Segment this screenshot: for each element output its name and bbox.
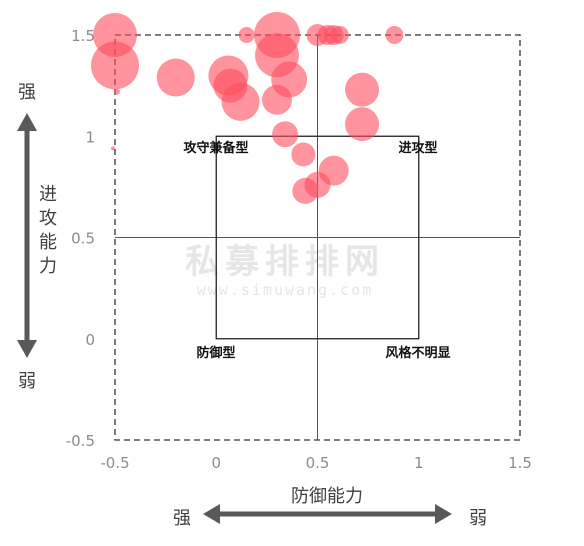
x-tick-label: 0.5 xyxy=(306,454,330,472)
bubble xyxy=(272,121,299,148)
y-tick-label: 1.5 xyxy=(71,27,95,45)
bubble xyxy=(291,142,316,167)
y-axis-title-char: 攻 xyxy=(39,208,57,229)
quadrant-labels: 攻守兼备型 进攻型 防御型 风格不明显 xyxy=(183,140,450,361)
quadrant-label-balanced: 攻守兼备型 xyxy=(183,140,248,156)
y-axis-title-char: 进 xyxy=(39,184,57,205)
y-tick-label: -0.5 xyxy=(66,432,95,450)
x-tick-label: -0.5 xyxy=(100,454,129,472)
bubble-series xyxy=(91,12,404,204)
bubble xyxy=(114,88,121,95)
quadrant-box xyxy=(215,135,420,340)
bubble xyxy=(345,72,380,107)
bubble xyxy=(238,27,255,43)
x-tick-label: 1 xyxy=(414,454,424,472)
x-direction-arrow-right-head xyxy=(435,504,452,524)
bubble xyxy=(292,177,319,204)
y-tick-label: 0 xyxy=(85,331,95,349)
bubble xyxy=(345,107,380,142)
bubble xyxy=(262,84,292,115)
quadrant-label-defensive: 防御型 xyxy=(196,345,235,361)
bubble xyxy=(91,41,139,90)
bubble xyxy=(385,26,404,44)
y-direction-bottom-label: 弱 xyxy=(18,371,36,392)
x-tick-label: 1.5 xyxy=(508,454,532,472)
x-tick-label: 0 xyxy=(211,454,221,472)
bubble xyxy=(156,58,195,97)
x-direction-arrow-left-head xyxy=(203,504,220,524)
bubble xyxy=(330,26,349,44)
watermark-url: www.simuwang.com xyxy=(197,281,374,299)
y-tick-label: 1 xyxy=(85,128,95,146)
y-direction-top-label: 强 xyxy=(18,82,36,103)
y-tick-label: 0.5 xyxy=(71,230,95,248)
y-axis-title-char: 能 xyxy=(39,232,57,253)
direction-arrows xyxy=(17,113,452,524)
quadrant-label-unclear: 风格不明显 xyxy=(385,345,450,361)
x-direction-left-label: 强 xyxy=(173,508,191,529)
y-axis-title-char: 力 xyxy=(39,256,57,277)
y-direction-arrow-up-head xyxy=(17,113,37,131)
x-axis-title: 防御能力 xyxy=(291,486,363,507)
bubble xyxy=(110,146,115,151)
watermark-main: 私募排排网 xyxy=(185,242,385,282)
watermark: 私募排排网 www.simuwang.com xyxy=(185,242,385,299)
tick-labels: -0.5 0 0.5 1 1.5 -0.5 0 0.5 1 1.5 xyxy=(66,27,532,472)
x-direction-right-label: 弱 xyxy=(469,508,487,529)
quadrant-label-offensive: 进攻型 xyxy=(398,140,437,156)
y-direction-arrow-down-head xyxy=(17,340,37,358)
bubble xyxy=(221,82,260,121)
